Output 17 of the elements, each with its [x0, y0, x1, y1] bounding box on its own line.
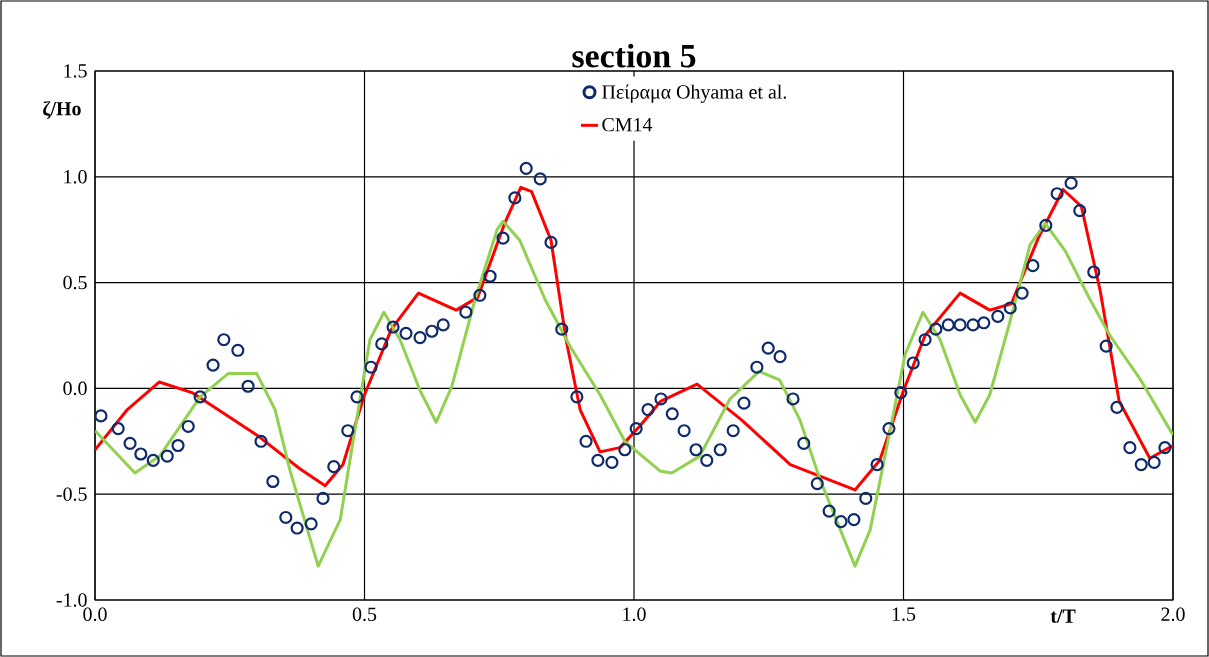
y-tick-label: -0.5: [56, 487, 87, 501]
x-tick-label: 0.5: [352, 607, 377, 622]
y-tick-label: 1.5: [64, 64, 87, 78]
x-tick-label: 2.0: [1161, 607, 1185, 622]
chart-title: section 5: [572, 43, 696, 68]
x-tick-label: 0.0: [83, 607, 107, 622]
y-tick-label: 1.0: [64, 170, 87, 184]
y-tick-label: -1.0: [56, 593, 87, 607]
x-tick-label: 1.5: [892, 607, 916, 621]
legend-label: CM14: [602, 118, 653, 132]
legend-label: Πείραμα Ohyama et al.: [602, 84, 787, 103]
y-axis-title: ζ/Ho: [43, 101, 81, 120]
y-tick-label: 0.0: [63, 381, 87, 396]
y-tick-label: 0.5: [63, 275, 87, 290]
line-series: [95, 219, 1173, 568]
x-tick-label: 1.0: [623, 607, 646, 622]
x-axis-title: t/T: [1050, 609, 1076, 623]
